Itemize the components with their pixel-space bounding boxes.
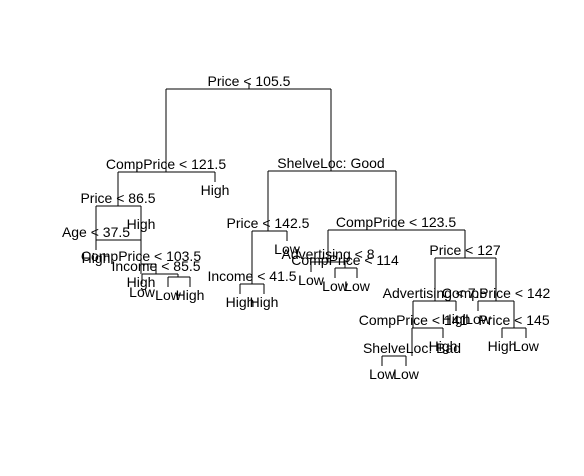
tree-split-label: ShelveLoc: Good <box>277 155 384 171</box>
tree-leaf-label: Low <box>369 366 396 382</box>
tree-leaf-label: High <box>429 338 458 354</box>
tree-split-label: CompPrice < 141 <box>359 312 468 328</box>
tree-leaf-label: High <box>127 216 156 232</box>
tree-leaf-label: High <box>176 287 205 303</box>
tree-edges <box>95 83 527 366</box>
tree-leaf-label: High <box>250 294 279 310</box>
tree-split-label: Price < 145 <box>478 312 549 328</box>
tree-split-label: CompPrice < 103.5 <box>81 248 201 264</box>
tree-split-label: Price < 105.5 <box>208 73 291 89</box>
tree-split-label: CompPrice < 142 <box>442 285 551 301</box>
tree-split-label: Price < 142.5 <box>227 215 310 231</box>
tree-split-label: Age < 37.5 <box>62 224 130 240</box>
tree-leaf-label: High <box>488 338 517 354</box>
tree-leaf-label: High <box>201 182 230 198</box>
tree-leaf-label: Low <box>129 284 156 300</box>
tree-leaf-label: Low <box>155 287 182 303</box>
tree-split-label: Income < 41.5 <box>207 268 296 284</box>
tree-split-label: Price < 127 <box>429 242 500 258</box>
tree-leaf-label: Low <box>298 272 325 288</box>
tree-leaf-label: High <box>442 311 471 327</box>
tree-leaf-label: High <box>226 294 255 310</box>
tree-leaf-label: Low <box>274 241 301 257</box>
tree-labels: Price < 105.5 CompPrice < 121.5 Price < 86… <box>62 73 551 382</box>
tree-leaf-label: Low <box>344 278 371 294</box>
tree-split-label: CompPrice < 123.5 <box>336 214 456 230</box>
tree-leaf-label: High <box>127 274 156 290</box>
tree-split-label: Advertising < 8 <box>282 246 375 262</box>
tree-leaf-label: Low <box>513 338 540 354</box>
tree-leaf-label: Low <box>393 366 420 382</box>
tree-leaf-label: Low <box>322 278 349 294</box>
tree-split-label: Income < 85.5 <box>111 258 200 274</box>
tree-split-label: Price < 86.5 <box>80 190 155 206</box>
tree-split-label: CompPrice < 121.5 <box>106 156 226 172</box>
tree-split-label: ShelveLoc: Bad <box>363 340 461 356</box>
tree-split-label: CompPrice < 114 <box>291 252 399 268</box>
tree-split-label: Advertising < 7.5 <box>383 285 488 301</box>
tree-leaf-label: Low <box>465 311 492 327</box>
tree-leaf-label: High <box>82 250 111 266</box>
